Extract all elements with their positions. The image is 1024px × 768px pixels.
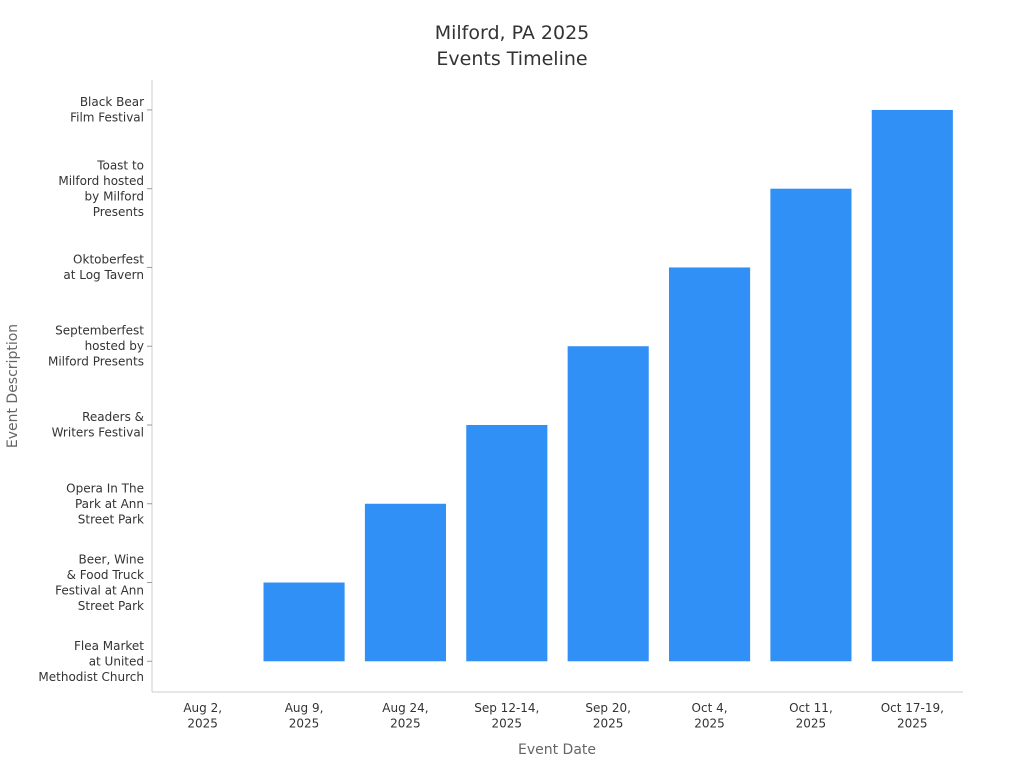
x-tick-label: Oct 17-19, 2025	[881, 701, 944, 731]
y-tick-label: Opera In The Park at Ann Street Park	[66, 481, 144, 526]
bar	[466, 424, 548, 662]
x-axis-label: Event Date	[518, 742, 596, 758]
x-tick-label: Sep 20, 2025	[585, 701, 631, 731]
y-tick-label: Black Bear Film Festival	[70, 95, 144, 125]
y-tick-label: Septemberfest hosted by Milford Presents	[48, 323, 144, 368]
bar	[263, 582, 345, 662]
bar	[364, 503, 446, 662]
x-tick-label: Aug 2, 2025	[183, 701, 222, 731]
y-tick-label: Toast to Milford hosted by Milford Presents	[58, 158, 144, 219]
x-tick-label: Oct 11, 2025	[789, 701, 833, 731]
y-axis-label: Event Description	[5, 324, 21, 448]
chart-title: Milford, PA 2025 Events Timeline	[435, 22, 590, 70]
bar	[669, 267, 751, 662]
y-tick-label: Beer, Wine & Food Truck Festival at Ann Str…	[55, 552, 144, 613]
x-tick-label: Oct 4, 2025	[692, 701, 728, 731]
y-tick-label: Flea Market at United Methodist Church	[38, 638, 144, 683]
bar	[567, 346, 649, 662]
y-tick-label: Readers & Writers Festival	[52, 410, 144, 440]
bar	[770, 188, 852, 662]
bar	[871, 109, 953, 662]
x-tick-label: Aug 24, 2025	[382, 701, 428, 731]
x-tick-label: Aug 9, 2025	[285, 701, 324, 731]
x-tick-label: Sep 12-14, 2025	[474, 701, 539, 731]
y-tick-label: Oktoberfest at Log Tavern	[63, 252, 144, 282]
